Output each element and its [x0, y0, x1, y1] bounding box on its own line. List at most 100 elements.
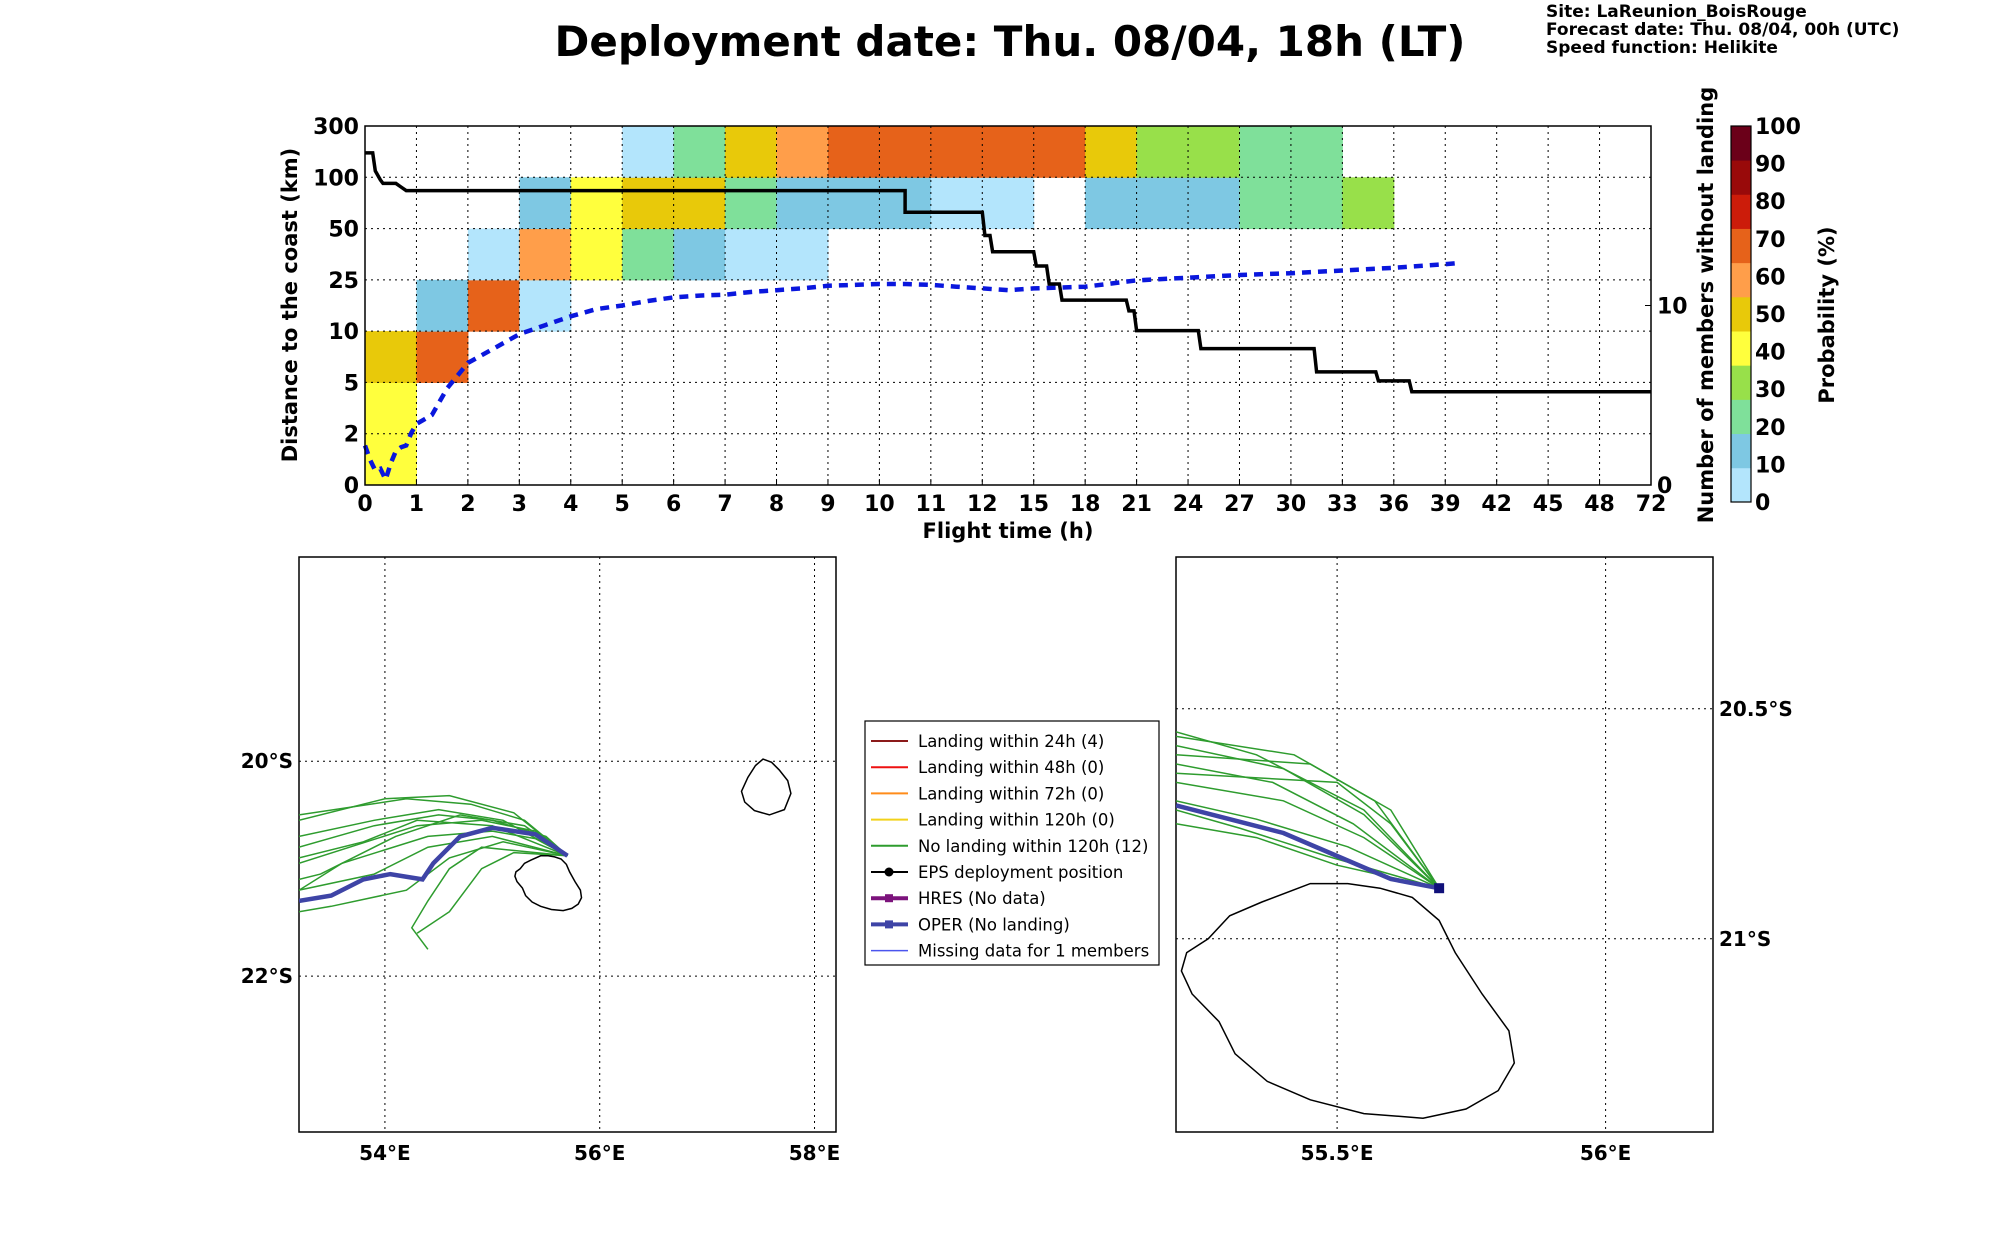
legend-label: HRES (No data) [918, 889, 1046, 908]
heatmap-cell [673, 126, 726, 178]
colorbar-segment [1731, 365, 1751, 400]
x-tick-label: 72 [1636, 492, 1667, 517]
legend-items: Landing within 24h (4) Landing within 48h… [871, 732, 1149, 961]
heatmap-cell [673, 177, 726, 230]
map-plot-area [299, 557, 836, 1132]
heatmap-cell [827, 177, 880, 230]
green-trajectory [1176, 763, 1440, 889]
deployment-marker [1434, 883, 1445, 894]
legend-label: EPS deployment position [918, 863, 1123, 882]
right-tick-label: 0 [1657, 474, 1672, 499]
right-map-content [1176, 557, 1713, 1132]
x-tick-label: 1 [409, 492, 424, 517]
colorbar-tick-label: 0 [1755, 491, 1770, 516]
mean-distance-line [362, 260, 1462, 486]
y-tick-label: 25 [328, 269, 359, 294]
heatmap-cell [1290, 177, 1343, 230]
heatmap-cell [725, 228, 778, 281]
green-trajectory [410, 846, 568, 950]
heatmap-cell [570, 228, 623, 281]
green-trajectory [1176, 800, 1440, 889]
heatmap-cell [725, 126, 778, 178]
y-tick-label: 300 [313, 115, 359, 140]
green-trajectory [299, 835, 568, 891]
heatmap-cell [982, 126, 1035, 178]
colorbar-segment [1731, 331, 1751, 366]
heatmap-cell [622, 228, 675, 281]
x-tick-label: 12 [967, 492, 998, 517]
colorbar-segment [1731, 194, 1751, 229]
legend-item: Landing within 48h (0) [871, 758, 1104, 777]
heatmap-cell [930, 177, 983, 230]
legend-item: Missing data for 1 members [871, 942, 1149, 961]
y-tick-label: 100 [313, 166, 359, 191]
y-axis-label: Distance to the coast (km) [278, 148, 302, 463]
colorbar-tick-label: 70 [1755, 228, 1786, 253]
green-trajectory [1176, 781, 1440, 889]
x-tick-label: 7 [717, 492, 732, 517]
x-tick-label: 5 [615, 492, 630, 517]
heatmap-cell [1239, 126, 1292, 178]
colorbar-tick-label: 50 [1755, 303, 1786, 328]
green-trajectory [1176, 731, 1440, 889]
chart-series [362, 151, 1651, 486]
left-map-frame [298, 556, 837, 1133]
colorbar-tick-label: 80 [1755, 190, 1786, 215]
x-tick-label: 9 [820, 492, 835, 517]
heatmap-cell [1342, 177, 1395, 230]
legend-item: Landing within 72h (0) [871, 784, 1104, 803]
y-tick-label: 2 [344, 423, 359, 448]
map-lat-label: 21°S [1719, 927, 1771, 951]
heatmap-cell [982, 177, 1035, 230]
heatmap-cell [467, 279, 520, 332]
x-axis-label: Flight time (h) [923, 519, 1094, 543]
x-tick-label: 10 [864, 492, 895, 517]
heatmap-cell [776, 126, 829, 178]
x-axis-ticks: 0 1 2 3 4 5 6 7 8 9 10 11 12 15 18 21 24 27 30 33 36 39 42 45 48… [357, 479, 1666, 517]
x-tick-label: 4 [563, 492, 578, 517]
colorbar-tick-label: 20 [1755, 416, 1786, 441]
colorbar-tick-label: 40 [1755, 341, 1786, 366]
legend-item: EPS deployment position [871, 863, 1123, 882]
x-tick-label: 30 [1276, 492, 1307, 517]
heatmap-cell [365, 331, 417, 383]
zoomed-trajectory-map [1175, 556, 1714, 1133]
oper-trajectory [1176, 803, 1440, 891]
right-map-frame [1175, 556, 1714, 1133]
x-tick-label: 36 [1378, 492, 1409, 517]
x-tick-label: 33 [1327, 492, 1358, 517]
heatmap-cell [519, 228, 572, 281]
map-plot-area [1176, 557, 1713, 1132]
x-tick-label: 0 [357, 492, 372, 517]
green-trajectory [1176, 809, 1440, 889]
x-tick-label: 2 [460, 492, 475, 517]
legend-item: Landing within 120h (0) [871, 811, 1115, 830]
right-axis-ticks: 0 10 [1645, 295, 1688, 499]
heatmap-cell [1085, 177, 1138, 230]
map-lon-label: 55.5°E [1301, 1141, 1374, 1165]
legend-item: Landing within 24h (4) [871, 732, 1104, 751]
colorbar-tick-label: 60 [1755, 265, 1786, 290]
green-trajectory [299, 794, 568, 857]
speed-info: Speed function: Helikite [1546, 38, 1778, 58]
y-tick-label: 0 [344, 474, 359, 499]
x-tick-label: 27 [1224, 492, 1255, 517]
heatmap-cell [1290, 126, 1343, 178]
heatmap-cell [1085, 126, 1138, 178]
heatmap-cell [1239, 177, 1292, 230]
x-tick-label: 21 [1121, 492, 1152, 517]
heatmap-cell [776, 177, 829, 230]
probability-cells [365, 126, 1395, 486]
colorbar-segment [1731, 399, 1751, 435]
trajectory-legend: Landing within 24h (4) Landing within 48h… [864, 720, 1160, 966]
map-lon-label: 56°E [574, 1141, 626, 1165]
x-tick-label: 45 [1533, 492, 1564, 517]
legend-label: OPER (No landing) [918, 915, 1070, 934]
green-trajectory [416, 851, 568, 934]
green-trajectory [1176, 744, 1440, 889]
left-map-content [299, 557, 836, 1132]
map-lon-label: 56°E [1580, 1141, 1632, 1165]
colorbar-segment [1731, 126, 1751, 161]
